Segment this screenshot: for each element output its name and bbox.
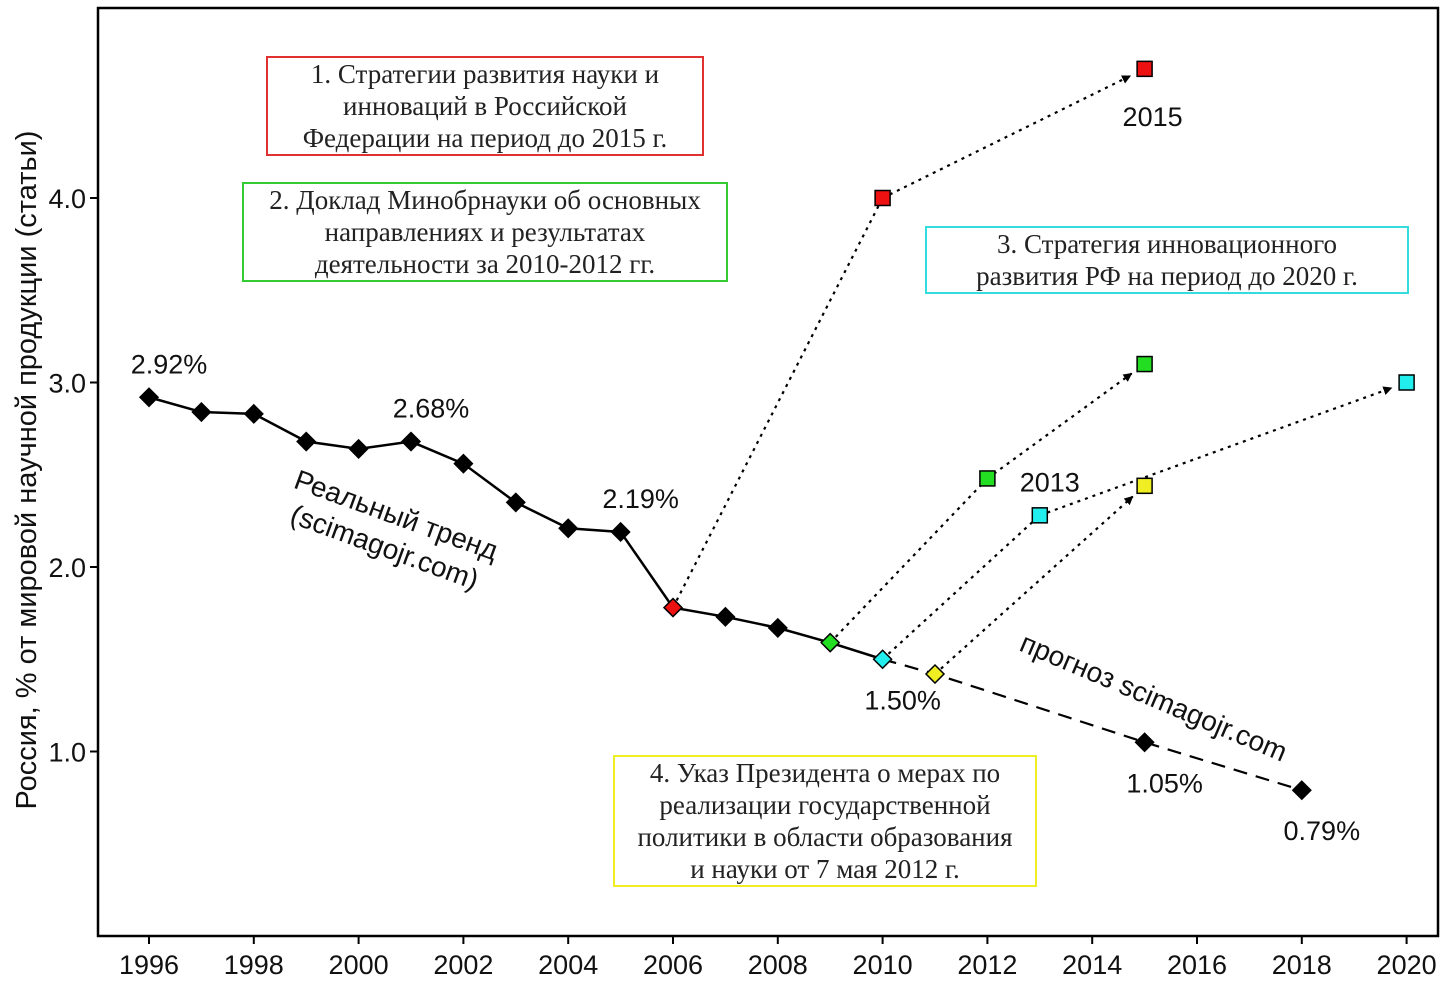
y-tick-label: 3.0: [48, 369, 86, 399]
target-year-label: 2015: [1123, 102, 1183, 132]
strategy-2-target: [1136, 355, 1153, 373]
forecast-point: [1134, 732, 1155, 753]
x-tick-label: 1998: [224, 950, 284, 980]
value-label: 2.68%: [393, 394, 470, 424]
strategy-2-arrow: [829, 477, 989, 644]
forecast-label: прогноз scimagojr.com: [1016, 627, 1292, 768]
strategy-1-target: [874, 189, 891, 207]
strategy-3-target: [1031, 507, 1049, 524]
x-tick-label: 2010: [853, 950, 913, 980]
legend-box-4: 4. Указ Президента о мерах по реализации…: [613, 755, 1037, 887]
actual-point: [296, 431, 317, 452]
plot-frame: [96, 6, 1440, 938]
value-label: 0.79%: [1284, 816, 1361, 846]
actual-point: [453, 453, 474, 474]
actual-point: [400, 431, 422, 452]
y-tick-label: 1.0: [48, 738, 86, 768]
actual-point: [348, 438, 369, 459]
x-tick-label: 2012: [957, 950, 1017, 980]
data-markers: [138, 60, 1415, 801]
strategy-3-arrow: [881, 514, 1041, 661]
strategy-1-arrow: [882, 74, 1132, 199]
strategy-arrows: [672, 74, 1393, 675]
x-tick-label: 2000: [329, 950, 389, 980]
forecast-point: [924, 663, 946, 685]
value-label: 1.50%: [864, 685, 941, 715]
axis-ticks: 1996 1998 2000 2002 2004 2006 2008 2010 2012 2014…: [48, 184, 1436, 980]
actual-trend-line: [148, 396, 883, 661]
strategy-3-target: [1398, 374, 1415, 391]
x-tick-label: 2004: [538, 950, 598, 980]
forecast-point: [1291, 780, 1312, 801]
actual-point: [191, 401, 212, 423]
x-tick-label: 2002: [433, 950, 493, 980]
strategy-2-arrow: [986, 372, 1133, 480]
actual-point: [662, 597, 684, 618]
x-tick-label: 2020: [1377, 950, 1437, 980]
target-year-label: 2013: [1020, 467, 1080, 497]
legend-box-3: 3. Стратегия инновационного развития РФ …: [925, 226, 1409, 294]
y-tick-label: 2.0: [48, 553, 86, 583]
actual-point: [872, 649, 893, 670]
forecast-trend-line: [882, 658, 1303, 792]
actual-point: [767, 617, 788, 638]
actual-point: [138, 387, 160, 408]
x-tick-label: 2008: [748, 950, 808, 980]
y-tick-label: 4.0: [48, 184, 86, 214]
actual-point: [610, 521, 631, 543]
legend-box-2: 2. Доклад Минобрнауки об основных направ…: [242, 182, 728, 282]
value-label: 1.05%: [1126, 768, 1203, 798]
actual-point: [243, 403, 264, 424]
value-label: 2.19%: [602, 484, 679, 514]
x-tick-label: 2016: [1167, 950, 1227, 980]
actual-point: [820, 632, 841, 653]
strategy-2-target: [979, 470, 996, 487]
trend-lines: [148, 396, 1303, 792]
strategy-3-arrow: [1039, 386, 1393, 517]
data-labels: 2015 2013 2.92% 2.68% 2.19% 1.50% 1.05% 0.79%: [131, 102, 1360, 846]
actual-point: [558, 518, 579, 539]
actual-point: [715, 606, 736, 627]
x-tick-label: 2014: [1062, 950, 1122, 980]
legend-box-1: 1. Стратегии развития науки и инноваций …: [266, 56, 704, 156]
x-tick-label: 2018: [1272, 950, 1332, 980]
x-tick-label: 1996: [119, 950, 179, 980]
strategy-1-target: [1136, 60, 1153, 78]
y-axis-title: Россия, % от мировой научной продукции (…: [11, 131, 43, 810]
x-tick-label: 2006: [643, 950, 703, 980]
strategy-4-target: [1136, 477, 1153, 495]
value-label: 2.92%: [131, 349, 208, 379]
trend-label: Реальный тренд (scimagojr.com): [286, 464, 502, 596]
actual-point: [505, 492, 526, 513]
